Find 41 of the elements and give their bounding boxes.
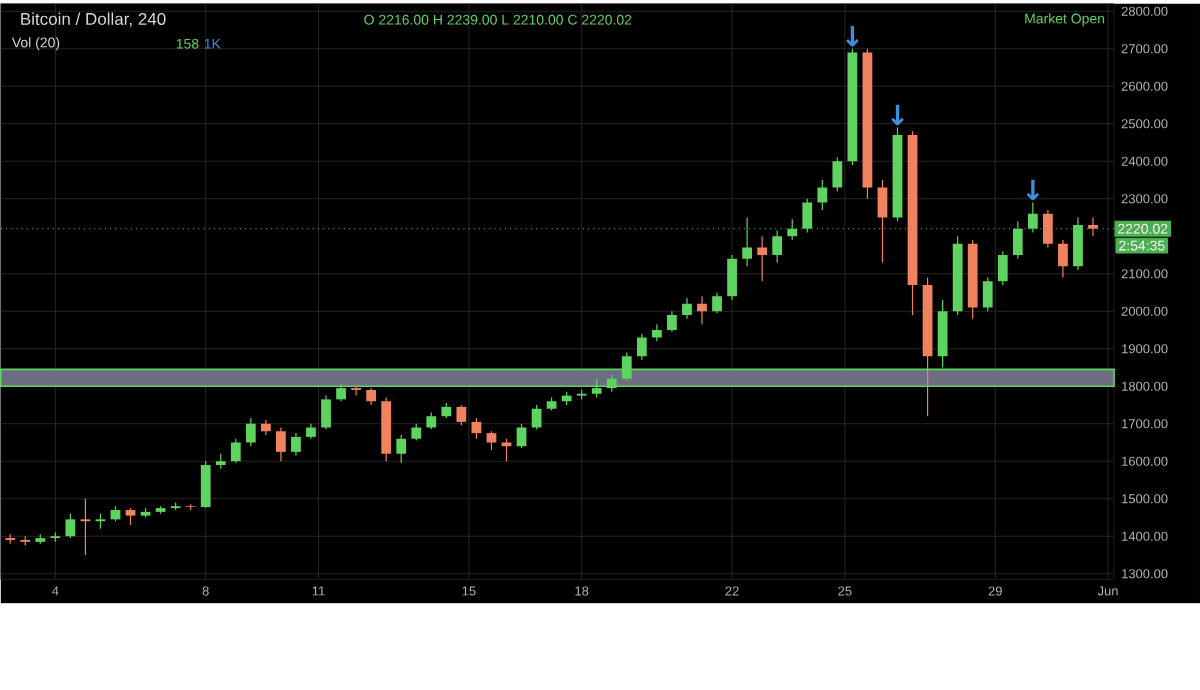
candlestick xyxy=(1043,209,1053,249)
candlestick xyxy=(697,295,707,326)
candlestick xyxy=(501,438,512,463)
candlestick xyxy=(832,157,843,193)
candlestick xyxy=(712,292,722,315)
candlestick xyxy=(727,254,737,301)
candlestick xyxy=(80,498,91,556)
candlestick xyxy=(757,235,768,283)
annotation: ↓ xyxy=(846,26,859,47)
candlestick xyxy=(200,460,211,510)
candlestick xyxy=(772,230,783,264)
candlestick xyxy=(787,219,798,241)
candlestick xyxy=(291,432,301,457)
chart-title: Bitcoin / Dollar, 240 xyxy=(21,12,166,28)
candlestick xyxy=(1012,220,1023,260)
candlestick xyxy=(276,427,286,463)
candlestick xyxy=(997,250,1008,286)
candlestick xyxy=(471,417,482,440)
candlestick xyxy=(456,404,467,427)
candlestick xyxy=(877,179,888,264)
candlestick xyxy=(1073,217,1083,271)
annotation: ↓ xyxy=(891,105,904,126)
candlestick xyxy=(321,395,331,431)
candlestick xyxy=(351,385,361,397)
candlestick xyxy=(651,324,662,343)
annotation: ↓ xyxy=(1026,180,1040,201)
candlestick xyxy=(65,513,76,540)
candlestick xyxy=(1088,217,1098,238)
candlestick xyxy=(636,333,647,361)
candlestick xyxy=(516,423,527,450)
candlestick xyxy=(742,217,752,268)
candlestick xyxy=(667,310,677,333)
candlestick xyxy=(396,434,407,465)
candlestick xyxy=(802,198,813,234)
candlestick xyxy=(245,417,256,448)
candlestick xyxy=(1058,239,1068,279)
candlestick xyxy=(682,297,692,320)
candlestick xyxy=(1027,202,1038,234)
candlestick xyxy=(817,179,828,211)
candlestick xyxy=(230,438,241,465)
candlestick xyxy=(982,277,993,313)
